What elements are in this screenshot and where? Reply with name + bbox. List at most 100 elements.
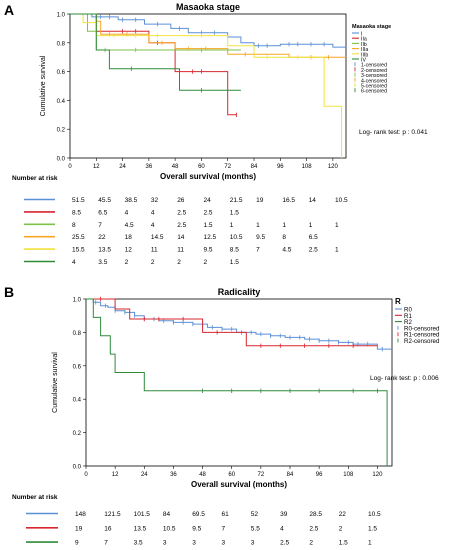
x-tick-label: 84 <box>251 164 258 170</box>
risk-table-cell: 16 <box>104 525 112 532</box>
risk-table-cell: 4 <box>280 525 284 532</box>
legend-entry: 1-censored <box>361 63 387 69</box>
legend-entry: 2-censored <box>361 68 387 74</box>
x-tick-label: 60 <box>228 472 235 478</box>
risk-table-cell: 3 <box>222 540 226 547</box>
legend-entry: R1-censored <box>404 332 440 339</box>
risk-table-cell: 13.5 <box>134 525 147 532</box>
x-tick-label: 36 <box>146 164 153 170</box>
survival-curve-r0 <box>86 298 392 350</box>
risk-table-cell: 12 <box>125 247 133 254</box>
risk-table-cell: 101.5 <box>134 511 151 518</box>
log-rank-annotation: Log- rank test: p : 0.041 <box>359 129 428 136</box>
survival-curve-iib <box>70 13 241 51</box>
risk-table-cell: 3 <box>251 540 255 547</box>
survival-curve-iiia <box>70 13 346 58</box>
risk-table-cell: 38.5 <box>125 197 138 204</box>
risk-table-cell: 8 <box>72 222 76 229</box>
risk-table-cell: 10.5 <box>163 525 176 532</box>
y-tick-label: 0.6 <box>73 364 82 370</box>
risk-table-cell: 1 <box>368 540 372 547</box>
risk-table-cell: 2.5 <box>177 222 186 229</box>
y-tick-label: 1.0 <box>57 13 66 19</box>
risk-table-cell: 14 <box>177 234 185 241</box>
x-tick-label: 0 <box>84 472 88 478</box>
x-tick-label: 12 <box>112 472 119 478</box>
risk-table-cell: 16.5 <box>282 197 295 204</box>
risk-table-cell: 10.5 <box>335 197 348 204</box>
risk-table-cell: 6.5 <box>98 209 107 216</box>
y-tick-label: 0.4 <box>57 99 66 105</box>
risk-table-cell: 28.5 <box>309 511 322 518</box>
risk-table-cell: 1.5 <box>230 209 239 216</box>
survival-curve-iiib <box>70 13 343 158</box>
x-tick-label: 60 <box>198 164 205 170</box>
legend-entry: 6-censored <box>361 89 387 95</box>
y-tick-label: 0.2 <box>73 431 82 437</box>
risk-table-cell: 1 <box>309 222 313 229</box>
y-axis-label: Cumulative survival <box>40 55 47 116</box>
risk-table-cell: 148 <box>75 511 86 518</box>
y-tick-label: 1.0 <box>73 298 82 304</box>
risk-table-cell: 9 <box>75 540 79 547</box>
risk-table-cell: 2 <box>177 259 181 266</box>
legend-title: Masaoka stage <box>352 24 391 30</box>
panel-b-letter: B <box>4 284 15 300</box>
survival-curve-iv <box>70 13 241 91</box>
survival-curve-r1 <box>86 298 378 347</box>
legend-entry: IV <box>361 58 366 64</box>
x-tick-label: 108 <box>302 164 313 170</box>
legend-entry: IIIb <box>361 52 368 58</box>
risk-table-cell: 22 <box>98 234 106 241</box>
risk-table-cell: 19 <box>256 197 264 204</box>
risk-table-cell: 7 <box>256 247 260 254</box>
risk-table-cell: 9.5 <box>204 247 213 254</box>
risk-table-cell: 6.5 <box>309 234 318 241</box>
legend-entry: R0 <box>404 307 412 314</box>
risk-table-cell: 14 <box>309 197 317 204</box>
risk-table-cell: 8.5 <box>72 209 81 216</box>
risk-table-cell: 7 <box>222 525 226 532</box>
risk-table-cell: 14.5 <box>151 234 164 241</box>
risk-table-cell: 2.5 <box>177 209 186 216</box>
risk-table-cell: 8.5 <box>230 247 239 254</box>
x-tick-label: 48 <box>199 472 206 478</box>
risk-table-cell: 1.5 <box>204 222 213 229</box>
x-tick-label: 120 <box>372 472 383 478</box>
y-tick-label: 0.4 <box>73 398 82 404</box>
risk-table-cell: 13.5 <box>98 247 111 254</box>
risk-table-cell: 11 <box>151 247 158 254</box>
chart-title: Radicality <box>218 287 261 297</box>
risk-table-cell: 11 <box>177 247 184 254</box>
risk-table-cell: 10.5 <box>368 511 381 518</box>
risk-table-cell: 2.5 <box>204 209 213 216</box>
x-tick-label: 120 <box>328 164 339 170</box>
y-tick-label: 0.2 <box>57 128 66 134</box>
risk-table-cell: 2 <box>309 540 313 547</box>
risk-table-cell: 2 <box>204 259 208 266</box>
risk-table-cell: 5.5 <box>251 525 260 532</box>
risk-table-cell: 15.5 <box>72 247 85 254</box>
plot-frame <box>85 298 393 467</box>
x-tick-label: 12 <box>93 164 100 170</box>
risk-table-cell: 4 <box>125 209 129 216</box>
risk-table-cell: 1 <box>335 222 339 229</box>
y-tick-label: 0.8 <box>73 331 82 337</box>
y-axis-label: Cumulative survival <box>52 352 59 413</box>
risk-table-title: Number at risk <box>12 175 58 182</box>
risk-table-cell: 12.5 <box>204 234 217 241</box>
risk-table-cell: 10.5 <box>230 234 243 241</box>
risk-table-cell: 25.5 <box>72 234 85 241</box>
x-tick-label: 96 <box>277 164 284 170</box>
x-axis-label: Overall survival (months) <box>160 172 256 181</box>
risk-table-cell: 1 <box>256 222 260 229</box>
risk-table-cell: 22 <box>339 511 347 518</box>
x-tick-label: 108 <box>343 472 354 478</box>
risk-table-title: Number at risk <box>12 494 58 501</box>
legend-entry: I <box>361 32 362 38</box>
risk-table-cell: 4 <box>72 259 76 266</box>
risk-table-cell: 51.5 <box>72 197 85 204</box>
risk-table-cell: 84 <box>163 511 171 518</box>
